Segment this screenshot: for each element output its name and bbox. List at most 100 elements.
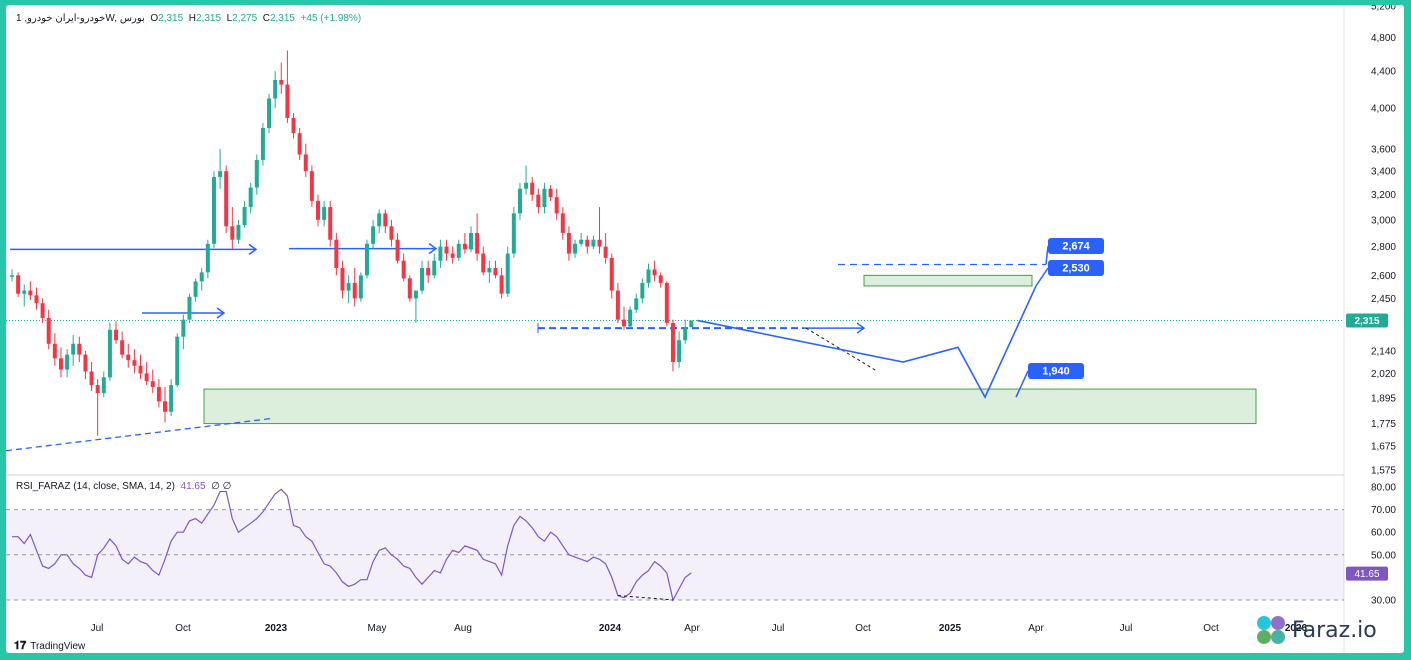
price-tick-label: 4,800 (1371, 33, 1396, 44)
candle-body (150, 381, 155, 388)
candle-body (683, 327, 688, 341)
candle-body (493, 267, 498, 276)
time-tick-label: May (368, 623, 387, 634)
high-label: H (188, 13, 196, 24)
candle-body (322, 207, 327, 220)
time-tick-label: Apr (1028, 623, 1044, 634)
candle-body (481, 253, 486, 273)
candle-body (646, 269, 651, 283)
candle-body (163, 401, 167, 412)
rsi-tick-label: 50.00 (1371, 550, 1396, 561)
rsi-name: RSI_FARAZ (14, close, SMA, 14, 2) (16, 481, 175, 492)
price-tick-label: 2,600 (1371, 271, 1396, 282)
candle-body (224, 171, 229, 227)
symbol-legend: خودرو-ایران خودرو, 1W, بورس O2,315 H2,31… (16, 13, 361, 24)
target-2674-pointer (1045, 245, 1049, 265)
symbol-name: خودرو-ایران خودرو, 1W, بورس (16, 13, 145, 24)
candle-body (444, 246, 449, 254)
candle-body (291, 117, 296, 134)
candle-body (469, 232, 473, 250)
candle-body (267, 98, 272, 129)
candle-body (499, 275, 504, 294)
candle-body (603, 246, 608, 258)
candle-body (664, 282, 669, 323)
candle-body (383, 213, 388, 227)
candle-body (395, 239, 400, 261)
time-tick-label: Oct (1203, 623, 1219, 634)
rsi-value: 41.65 (180, 481, 206, 492)
candle-body (573, 243, 578, 254)
price-tick-label: 1,675 (1371, 442, 1396, 453)
time-tick-label: Jul (91, 623, 104, 634)
candle-body (101, 377, 106, 394)
candle-body (622, 319, 626, 327)
candle-body (83, 354, 88, 372)
rsi-line (12, 488, 692, 602)
time-tick-label: Apr (684, 623, 700, 634)
faraz-label: Faraz.io (1292, 617, 1377, 643)
candle-body (34, 295, 39, 304)
price-tick-label: 3,200 (1371, 190, 1396, 201)
time-tick-label: 2025 (939, 623, 962, 634)
price-tick-label: 2,450 (1371, 294, 1396, 305)
time-tick-label: Aug (454, 623, 472, 634)
low-label: L (226, 13, 233, 24)
candle-body (126, 354, 131, 361)
candle-body (640, 282, 645, 299)
price-tick-label: 1,775 (1371, 419, 1396, 430)
candle-body (401, 260, 406, 279)
candle-body (328, 207, 333, 240)
demand-zone (203, 388, 1257, 425)
open-value: 2,315 (158, 13, 184, 24)
candle-body (107, 329, 112, 378)
target-2674-text: 2,674 (1062, 241, 1090, 253)
open-label: O (150, 13, 159, 24)
candle-body (591, 239, 596, 247)
faraz-icon (1257, 616, 1285, 644)
candle-body (352, 282, 357, 299)
rsi-tick-label: 80.00 (1371, 483, 1396, 494)
breakout-arrow-3-head (428, 243, 438, 255)
candle-body (340, 267, 345, 291)
candle-body (377, 213, 382, 227)
tradingview-logo[interactable]: 𝟏𝟕 TradingView (14, 640, 85, 653)
candle-body (52, 343, 57, 359)
time-tick-label: 2023 (265, 623, 288, 634)
last-price-tag (1346, 313, 1388, 328)
candle-body (615, 290, 620, 320)
tradingview-icon: 𝟏𝟕 (14, 640, 27, 652)
time-tick-label: 2026 (1285, 623, 1308, 634)
candle-body (40, 303, 45, 318)
candle-body (413, 290, 418, 299)
candle-body (517, 188, 522, 214)
candle-body (450, 253, 455, 258)
candle-body (628, 309, 633, 327)
candle-body (58, 358, 63, 370)
chart-canvas[interactable]: 5,200 4,800 4,400 4,000 3,600 3,400 3,200 3,000… (6, 5, 1404, 653)
candle-body (334, 239, 339, 268)
candle-body (309, 171, 314, 201)
candle-body (462, 243, 467, 250)
price-tick-label: 2,140 (1371, 346, 1396, 357)
candle-body (175, 336, 180, 386)
supply-zone (863, 274, 1033, 287)
price-tick-label: 1,895 (1371, 394, 1396, 405)
forecast-path (697, 285, 1037, 399)
candle-body (609, 257, 614, 291)
price-tick-label: 2,020 (1371, 369, 1396, 380)
support-arrow-head (856, 322, 866, 334)
candle-body (242, 207, 247, 226)
candle-body (670, 322, 675, 363)
price-tick-label: 3,400 (1371, 167, 1396, 178)
candle-body (95, 385, 100, 394)
target-1940-pointer (1015, 370, 1029, 398)
last-price-tag-text: 2,315 (1354, 316, 1379, 327)
candle-body (28, 290, 33, 296)
candle-body (156, 387, 161, 402)
candle-body (297, 133, 302, 155)
price-tick-label: 3,000 (1371, 215, 1396, 226)
candle-body (585, 239, 590, 247)
candle-body (169, 385, 174, 412)
price-tick-label: 4,000 (1371, 104, 1396, 115)
price-tick-label: 4,400 (1371, 67, 1396, 78)
